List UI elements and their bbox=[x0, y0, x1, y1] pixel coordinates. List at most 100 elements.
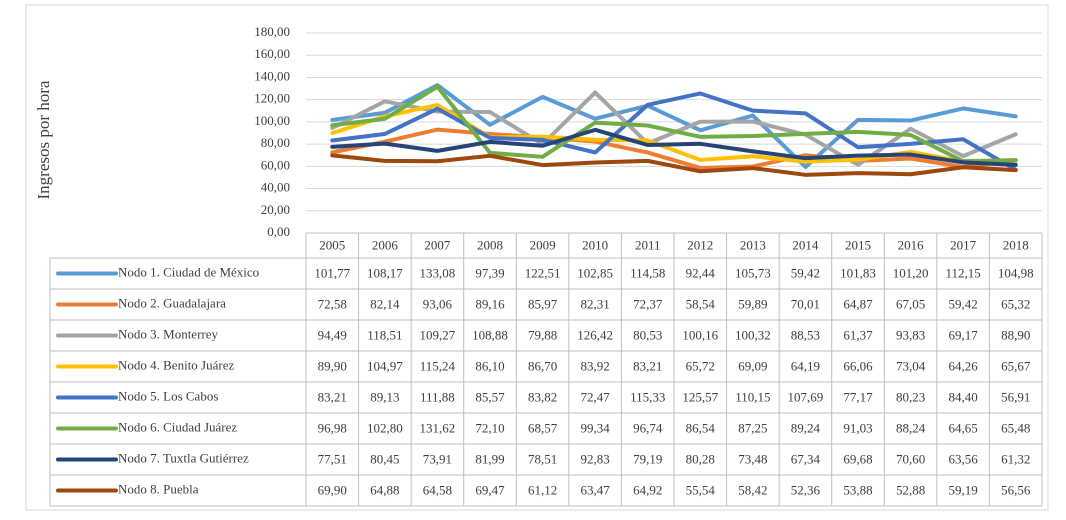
table-value: 66,06 bbox=[843, 358, 873, 373]
table-value: 59,19 bbox=[949, 482, 978, 497]
table-value: 82,31 bbox=[581, 296, 610, 311]
table-value: 69,68 bbox=[843, 451, 872, 466]
table-value: 100,32 bbox=[735, 327, 771, 342]
table-value: 108,88 bbox=[472, 327, 508, 342]
x-tick-label: 2008 bbox=[477, 237, 503, 252]
table-value: 126,42 bbox=[577, 327, 613, 342]
x-tick-label: 2012 bbox=[687, 237, 713, 252]
table-value: 69,17 bbox=[949, 327, 979, 342]
legend-label: Nodo 4. Benito Juárez bbox=[118, 357, 234, 372]
table-value: 64,58 bbox=[423, 482, 452, 497]
table-value: 70,01 bbox=[791, 296, 820, 311]
table-value: 73,04 bbox=[896, 358, 926, 373]
x-tick-label: 2009 bbox=[530, 237, 556, 252]
table-value: 69,47 bbox=[475, 482, 505, 497]
table-value: 87,25 bbox=[738, 420, 767, 435]
table-value: 64,92 bbox=[633, 482, 662, 497]
y-tick-label: 80,00 bbox=[261, 135, 290, 150]
table-value: 89,24 bbox=[791, 420, 821, 435]
legend-label: Nodo 8. Puebla bbox=[118, 481, 199, 496]
table-value: 109,27 bbox=[420, 327, 456, 342]
table-value: 59,89 bbox=[738, 296, 767, 311]
table-value: 91,03 bbox=[843, 420, 872, 435]
table-value: 61,12 bbox=[528, 482, 557, 497]
table-value: 92,83 bbox=[581, 451, 610, 466]
table-value: 65,67 bbox=[1001, 358, 1031, 373]
table-value: 77,17 bbox=[843, 389, 873, 404]
table-value: 101,83 bbox=[840, 265, 876, 280]
legend-label: Nodo 1. Ciudad de México bbox=[118, 264, 259, 279]
x-tick-label: 2005 bbox=[319, 237, 345, 252]
table-value: 72,58 bbox=[318, 296, 347, 311]
table-value: 89,90 bbox=[318, 358, 347, 373]
table-value: 131,62 bbox=[420, 420, 456, 435]
table-value: 100,16 bbox=[682, 327, 718, 342]
x-tick-label: 2017 bbox=[950, 237, 977, 252]
table-value: 125,57 bbox=[682, 389, 718, 404]
table-value: 94,49 bbox=[318, 327, 347, 342]
table-value: 101,77 bbox=[314, 265, 350, 280]
table-value: 81,99 bbox=[475, 451, 504, 466]
table-value: 79,88 bbox=[528, 327, 557, 342]
table-value: 114,58 bbox=[630, 265, 665, 280]
table-value: 133,08 bbox=[420, 265, 456, 280]
x-tick-label: 2016 bbox=[898, 237, 925, 252]
table-value: 61,32 bbox=[1001, 451, 1030, 466]
legend-label: Nodo 6. Ciudad Juárez bbox=[118, 419, 237, 434]
table-value: 88,53 bbox=[791, 327, 820, 342]
table-value: 52,36 bbox=[791, 482, 821, 497]
y-tick-label: 60,00 bbox=[261, 157, 290, 172]
table-value: 97,39 bbox=[475, 265, 504, 280]
table-value: 77,51 bbox=[318, 451, 347, 466]
table-value: 72,47 bbox=[581, 389, 611, 404]
table-value: 83,82 bbox=[528, 389, 557, 404]
series-line bbox=[330, 83, 1018, 169]
table-value: 53,88 bbox=[843, 482, 872, 497]
x-tick-label: 2015 bbox=[845, 237, 871, 252]
table-value: 72,37 bbox=[633, 296, 663, 311]
series-line bbox=[330, 127, 1018, 167]
series-line bbox=[330, 84, 1018, 164]
table-value: 99,34 bbox=[581, 420, 611, 435]
table-value: 80,23 bbox=[896, 389, 925, 404]
table-value: 83,21 bbox=[318, 389, 347, 404]
table-value: 92,44 bbox=[686, 265, 716, 280]
table-value: 110,15 bbox=[735, 389, 770, 404]
table-value: 84,40 bbox=[949, 389, 978, 404]
table-value: 67,05 bbox=[896, 296, 925, 311]
table-value: 69,90 bbox=[318, 482, 347, 497]
table-value: 93,83 bbox=[896, 327, 925, 342]
table-value: 65,48 bbox=[1001, 420, 1030, 435]
legend-label: Nodo 2. Guadalajara bbox=[118, 295, 226, 310]
table-value: 108,17 bbox=[367, 265, 403, 280]
series-line bbox=[330, 153, 1018, 177]
y-tick-label: 40,00 bbox=[261, 180, 290, 195]
table-value: 68,57 bbox=[528, 420, 558, 435]
table-value: 88,24 bbox=[896, 420, 926, 435]
table-value: 102,85 bbox=[577, 265, 613, 280]
table-value: 58,42 bbox=[738, 482, 767, 497]
x-tick-label: 2010 bbox=[582, 237, 608, 252]
table-value: 79,19 bbox=[633, 451, 662, 466]
table-value: 67,34 bbox=[791, 451, 821, 466]
table-value: 83,92 bbox=[581, 358, 610, 373]
table-value: 70,60 bbox=[896, 451, 925, 466]
y-tick-label: 100,00 bbox=[254, 113, 290, 128]
series-line bbox=[330, 91, 1018, 172]
table-value: 72,10 bbox=[475, 420, 504, 435]
table-value: 118,51 bbox=[367, 327, 402, 342]
x-tick-label: 2011 bbox=[635, 237, 661, 252]
table-value: 56,56 bbox=[1001, 482, 1031, 497]
series-line bbox=[330, 127, 1018, 170]
table-value: 115,24 bbox=[420, 358, 456, 373]
y-axis-title: Ingresos por hora bbox=[34, 80, 53, 199]
table-value: 64,88 bbox=[370, 482, 399, 497]
table-value: 55,54 bbox=[686, 482, 716, 497]
table-value: 80,53 bbox=[633, 327, 662, 342]
table-value: 56,91 bbox=[1001, 389, 1030, 404]
x-tick-label: 2007 bbox=[424, 237, 451, 252]
table-value: 101,20 bbox=[893, 265, 929, 280]
table-value: 63,47 bbox=[581, 482, 611, 497]
table-value: 82,14 bbox=[370, 296, 400, 311]
table-value: 65,32 bbox=[1001, 296, 1030, 311]
